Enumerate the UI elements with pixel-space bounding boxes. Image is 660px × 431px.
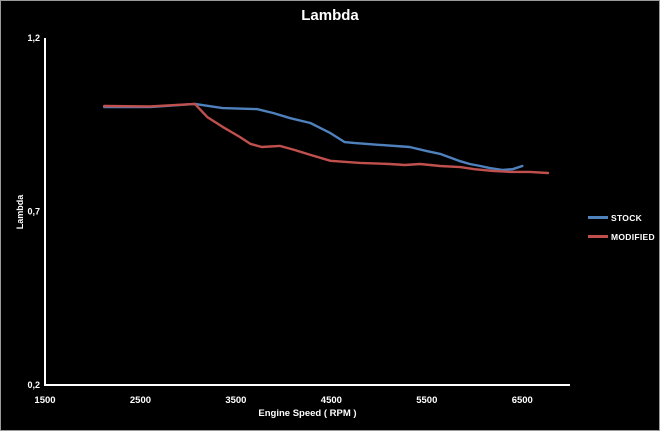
y-tick-label: 0,7 <box>27 207 40 217</box>
y-axis-title: Lambda <box>15 194 25 230</box>
legend-label-modified: MODIFIED <box>611 231 655 242</box>
x-tick-label: 2500 <box>130 395 151 406</box>
series-line-modified <box>102 102 550 175</box>
chart-title: Lambda <box>301 7 359 24</box>
stock-line-swatch-icon <box>588 216 608 219</box>
x-tick-label: 6500 <box>512 395 533 406</box>
y-tick-label: 0,2 <box>27 380 40 390</box>
modified-line-swatch-icon <box>588 235 608 238</box>
x-tick-label: 1500 <box>34 395 55 406</box>
x-tick-label: 5500 <box>416 395 437 406</box>
x-tick-label: 4500 <box>321 395 342 406</box>
legend-item-stock: STOCK <box>588 208 655 227</box>
series-line-stock <box>102 102 524 172</box>
y-tick-label: 1,2 <box>27 33 40 43</box>
x-tick-label: 3500 <box>225 395 246 406</box>
legend: STOCK MODIFIED <box>588 208 655 246</box>
legend-label-stock: STOCK <box>611 212 643 223</box>
x-axis-title: Engine Speed ( RPM ) <box>258 408 357 419</box>
legend-item-modified: MODIFIED <box>588 227 655 246</box>
